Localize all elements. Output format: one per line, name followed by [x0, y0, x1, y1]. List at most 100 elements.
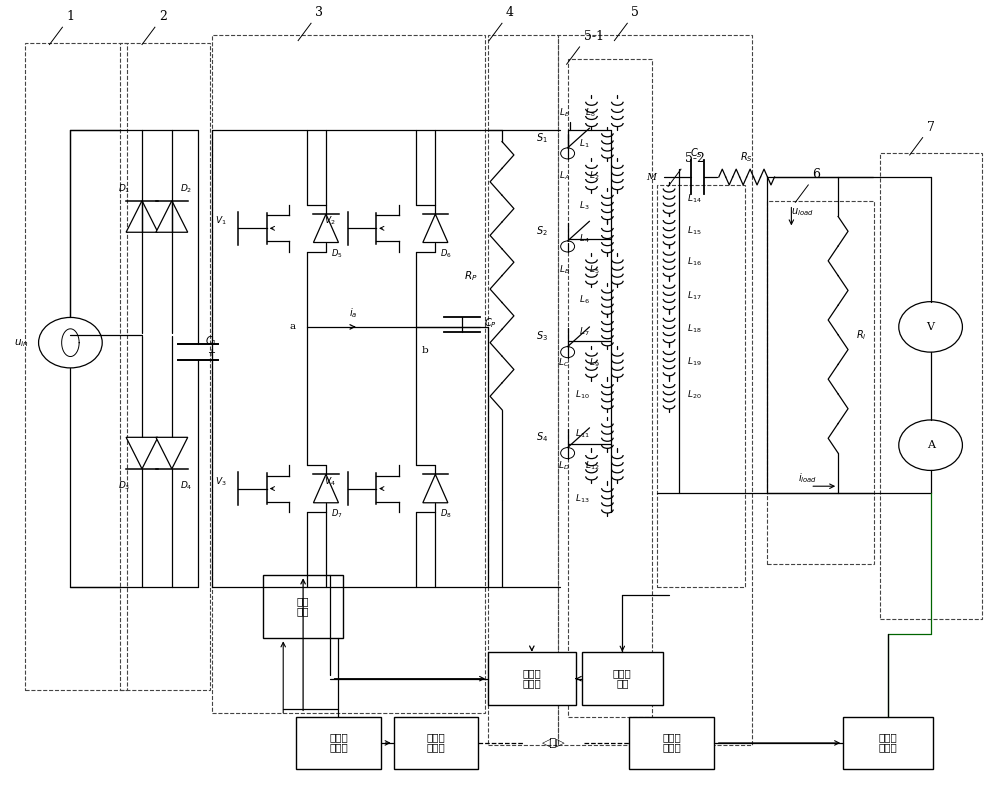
Text: $L_6$: $L_6$	[579, 294, 590, 306]
Bar	[843, 717, 933, 769]
Text: $D_8$: $D_8$	[440, 507, 452, 520]
Text: $R_l$: $R_l$	[856, 328, 867, 342]
Text: $u_{load}$: $u_{load}$	[791, 207, 814, 219]
Text: $S_4$: $S_4$	[536, 430, 548, 444]
Circle shape	[561, 347, 575, 358]
Text: 6: 6	[812, 168, 820, 181]
Bar	[488, 652, 576, 705]
Text: 4: 4	[506, 6, 514, 19]
Polygon shape	[423, 214, 448, 242]
Text: $L_8$: $L_8$	[585, 106, 595, 118]
Text: $L_E$: $L_E$	[559, 106, 570, 118]
Text: 光栅传
感器: 光栅传 感器	[613, 669, 632, 688]
Bar	[657, 185, 745, 588]
Text: $u_{in}$: $u_{in}$	[14, 337, 29, 348]
Text: $i_{load}$: $i_{load}$	[798, 471, 818, 485]
Bar	[263, 576, 343, 638]
Text: $L_{14}$: $L_{14}$	[687, 193, 702, 205]
Bar	[629, 717, 714, 769]
Polygon shape	[126, 200, 158, 232]
Text: b: b	[421, 346, 428, 355]
Text: 3: 3	[315, 6, 323, 19]
Text: V: V	[927, 322, 935, 332]
Polygon shape	[423, 475, 448, 502]
Text: $C_P$: $C_P$	[484, 316, 497, 330]
Text: $D_7$: $D_7$	[331, 507, 343, 520]
Bar	[394, 717, 478, 769]
Text: $C_1$: $C_1$	[205, 334, 218, 348]
Text: 5-2: 5-2	[685, 152, 705, 165]
Text: $V_4$: $V_4$	[324, 475, 336, 487]
Text: $D_6$: $D_6$	[440, 247, 452, 260]
Text: 无线通
信模块: 无线通 信模块	[662, 733, 681, 753]
Bar	[120, 43, 210, 690]
Text: $L_7$: $L_7$	[579, 325, 590, 338]
Text: $S_3$: $S_3$	[536, 329, 548, 343]
Text: $L_1$: $L_1$	[579, 138, 590, 150]
Text: ◁∿▷: ◁∿▷	[542, 738, 566, 748]
Bar	[212, 35, 485, 713]
Bar	[558, 35, 752, 745]
Circle shape	[561, 448, 575, 459]
Text: 7: 7	[927, 121, 934, 134]
Circle shape	[899, 301, 962, 352]
Text: $D_2$: $D_2$	[180, 183, 192, 195]
Text: $L_{19}$: $L_{19}$	[687, 355, 702, 368]
Text: $i_a$: $i_a$	[349, 306, 358, 320]
Circle shape	[39, 317, 102, 368]
Text: $L_{10}$: $L_{10}$	[575, 389, 590, 401]
Text: $L_9$: $L_9$	[589, 357, 599, 370]
Text: 驱动
电路: 驱动 电路	[297, 597, 309, 617]
Text: $V_2$: $V_2$	[324, 215, 336, 227]
Text: 5: 5	[631, 6, 639, 19]
Text: $L_{13}$: $L_{13}$	[575, 493, 590, 505]
Text: $L_4$: $L_4$	[579, 232, 590, 245]
Polygon shape	[313, 475, 339, 502]
Text: $L_A$: $L_A$	[559, 169, 570, 182]
Text: $L_B$: $L_B$	[559, 264, 570, 277]
Text: $L_3$: $L_3$	[579, 200, 590, 211]
Text: $V_3$: $V_3$	[215, 475, 227, 487]
Text: $+$: $+$	[207, 347, 216, 359]
Text: 1: 1	[66, 10, 74, 23]
Circle shape	[561, 148, 575, 159]
Text: 2: 2	[159, 10, 167, 23]
Text: $L_{18}$: $L_{18}$	[687, 322, 701, 335]
Text: $L_D$: $L_D$	[558, 460, 570, 472]
Text: $L_{15}$: $L_{15}$	[687, 224, 701, 237]
Text: $L_{17}$: $L_{17}$	[687, 289, 701, 301]
Text: 发射端
控制器: 发射端 控制器	[329, 733, 348, 753]
Text: $C_S$: $C_S$	[690, 146, 703, 161]
Text: $D_4$: $D_4$	[180, 480, 192, 492]
Text: 接收端
控制器: 接收端 控制器	[878, 733, 897, 753]
Bar	[488, 35, 558, 745]
Text: $L_{20}$: $L_{20}$	[687, 389, 702, 401]
Text: $R_S$: $R_S$	[740, 150, 753, 165]
Bar	[296, 717, 381, 769]
Text: $L_{12}$: $L_{12}$	[585, 460, 599, 472]
Text: M: M	[646, 173, 656, 181]
Text: a: a	[289, 323, 295, 332]
Text: $D_3$: $D_3$	[118, 480, 130, 492]
Bar	[568, 59, 652, 717]
Text: $D_1$: $D_1$	[118, 183, 130, 195]
Text: 组合递
辑电路: 组合递 辑电路	[522, 669, 541, 688]
Bar	[880, 153, 982, 619]
Circle shape	[561, 241, 575, 252]
Polygon shape	[126, 437, 158, 469]
Text: 5-1: 5-1	[584, 30, 604, 43]
Text: A: A	[927, 440, 935, 450]
Text: $L_{16}$: $L_{16}$	[687, 256, 702, 269]
Text: $D_5$: $D_5$	[331, 247, 343, 260]
Text: $S_1$: $S_1$	[536, 130, 548, 145]
Text: $L_C$: $L_C$	[558, 357, 570, 370]
Text: $R_P$: $R_P$	[464, 269, 477, 282]
Text: $L_{11}$: $L_{11}$	[575, 428, 590, 440]
Polygon shape	[156, 437, 188, 469]
Bar	[767, 200, 874, 564]
Text: $V_1$: $V_1$	[215, 215, 227, 227]
Polygon shape	[156, 200, 188, 232]
Circle shape	[899, 420, 962, 471]
Bar	[582, 652, 663, 705]
Text: $S_2$: $S_2$	[536, 223, 548, 238]
